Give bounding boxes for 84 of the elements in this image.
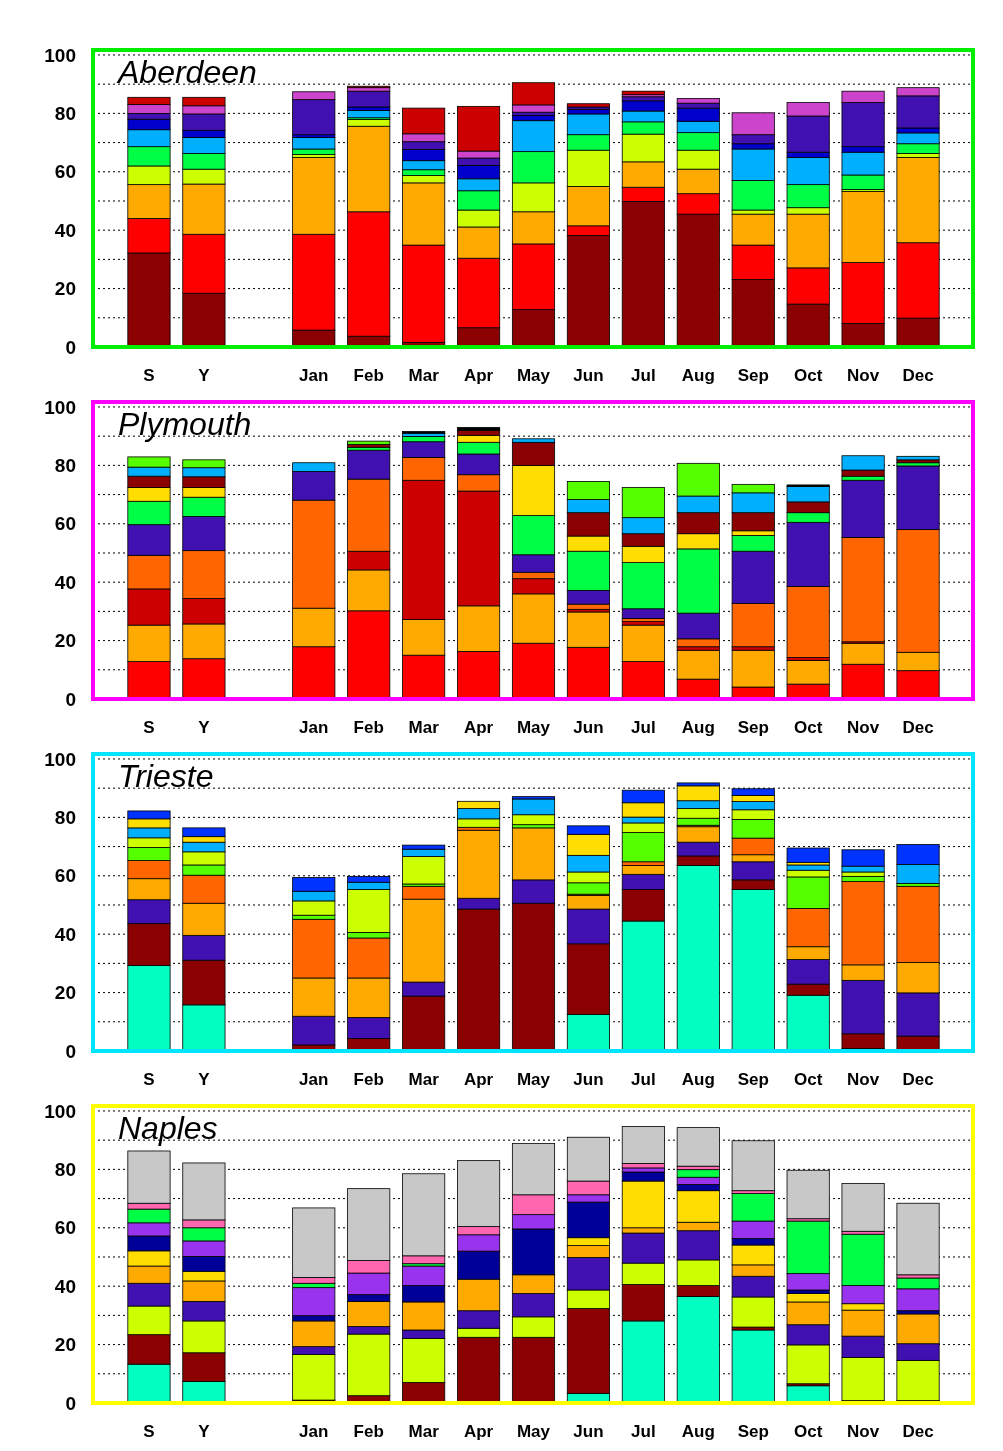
x-tick-label: Aug [681,718,715,737]
x-tick-label: Y [198,366,211,385]
y-tick-label: 20 [54,630,76,652]
y-tick-label: 0 [65,1040,76,1062]
x-tick-label: Nov [847,1422,880,1441]
x-tick-label: Sep [737,718,769,737]
x-tick-label: Y [198,1070,211,1089]
y-tick-label: 40 [54,219,76,241]
x-tick-label: Jun [573,1422,604,1441]
x-tick-label: S [143,718,155,737]
y-tick-label: 100 [44,748,76,770]
y-tick-label: 20 [54,982,76,1004]
y-tick-label: 80 [54,807,76,829]
x-tick-label: Dec [902,1422,934,1441]
y-tick-label: 60 [54,513,76,535]
x-tick-label: Jan [299,366,329,385]
chart-title: Naples [118,1110,218,1146]
y-tick-label: 0 [65,688,76,710]
x-tick-label: Feb [353,366,384,385]
x-tick-label: Jan [299,718,329,737]
y-tick-label: 100 [44,396,76,418]
x-tick-label: Feb [353,1070,384,1089]
x-tick-label: Mar [408,1422,440,1441]
x-tick-label: Y [198,1422,211,1441]
x-tick-label: S [143,366,155,385]
x-tick-label: May [516,718,551,737]
y-tick-label: 80 [54,1159,76,1181]
x-tick-label: Sep [737,366,769,385]
x-tick-label: Oct [793,366,823,385]
x-tick-label: Mar [408,718,440,737]
x-tick-label: Aug [681,1070,715,1089]
x-tick-label: Y [198,718,211,737]
y-tick-label: 80 [54,455,76,477]
x-tick-label: Apr [463,1070,494,1089]
y-tick-label: 20 [54,278,76,300]
x-tick-label: Dec [902,718,934,737]
x-tick-label: Jul [631,366,656,385]
x-tick-label: May [516,366,551,385]
x-tick-label: Sep [737,1070,769,1089]
chart-title: Trieste [118,758,214,794]
x-tick-label: Apr [463,1422,494,1441]
x-tick-label: S [143,1422,155,1441]
y-tick-label: 60 [54,1217,76,1239]
y-tick-label: 0 [65,1392,76,1414]
x-tick-label: Oct [793,718,823,737]
x-tick-label: S [143,1070,155,1089]
x-tick-label: May [516,1070,551,1089]
x-tick-label: May [516,1422,551,1441]
x-tick-label: Oct [793,1070,823,1089]
x-tick-label: Nov [847,1070,880,1089]
y-tick-label: 40 [54,923,76,945]
x-tick-label: Jul [631,718,656,737]
y-tick-label: 20 [54,1334,76,1356]
x-tick-label: Jun [573,1070,604,1089]
x-tick-label: Aug [681,1422,715,1441]
x-tick-label: Nov [847,718,880,737]
x-tick-label: Jan [299,1422,329,1441]
x-tick-label: Feb [353,718,384,737]
chart-title: Plymouth [118,406,252,442]
x-tick-label: Jul [631,1070,656,1089]
x-tick-label: Jan [299,1070,329,1089]
y-tick-label: 40 [54,571,76,593]
y-tick-label: 100 [44,1100,76,1122]
y-tick-label: 100 [44,44,76,66]
x-tick-label: Jul [631,1422,656,1441]
y-tick-label: 60 [54,161,76,183]
x-tick-label: Nov [847,366,880,385]
x-tick-label: Apr [463,366,494,385]
x-tick-label: Jun [573,366,604,385]
x-tick-label: Oct [793,1422,823,1441]
x-tick-label: Dec [902,1070,934,1089]
chart-title: Aberdeen [116,54,257,90]
x-tick-label: Dec [902,366,934,385]
y-tick-label: 80 [54,103,76,125]
y-tick-label: 40 [54,1275,76,1297]
x-tick-label: Mar [408,1070,440,1089]
x-tick-label: Apr [463,718,494,737]
x-tick-label: Jun [573,718,604,737]
y-tick-label: 60 [54,865,76,887]
x-tick-label: Aug [681,366,715,385]
x-tick-label: Sep [737,1422,769,1441]
y-tick-label: 0 [65,336,76,358]
x-tick-label: Feb [353,1422,384,1441]
x-tick-label: Mar [408,366,440,385]
